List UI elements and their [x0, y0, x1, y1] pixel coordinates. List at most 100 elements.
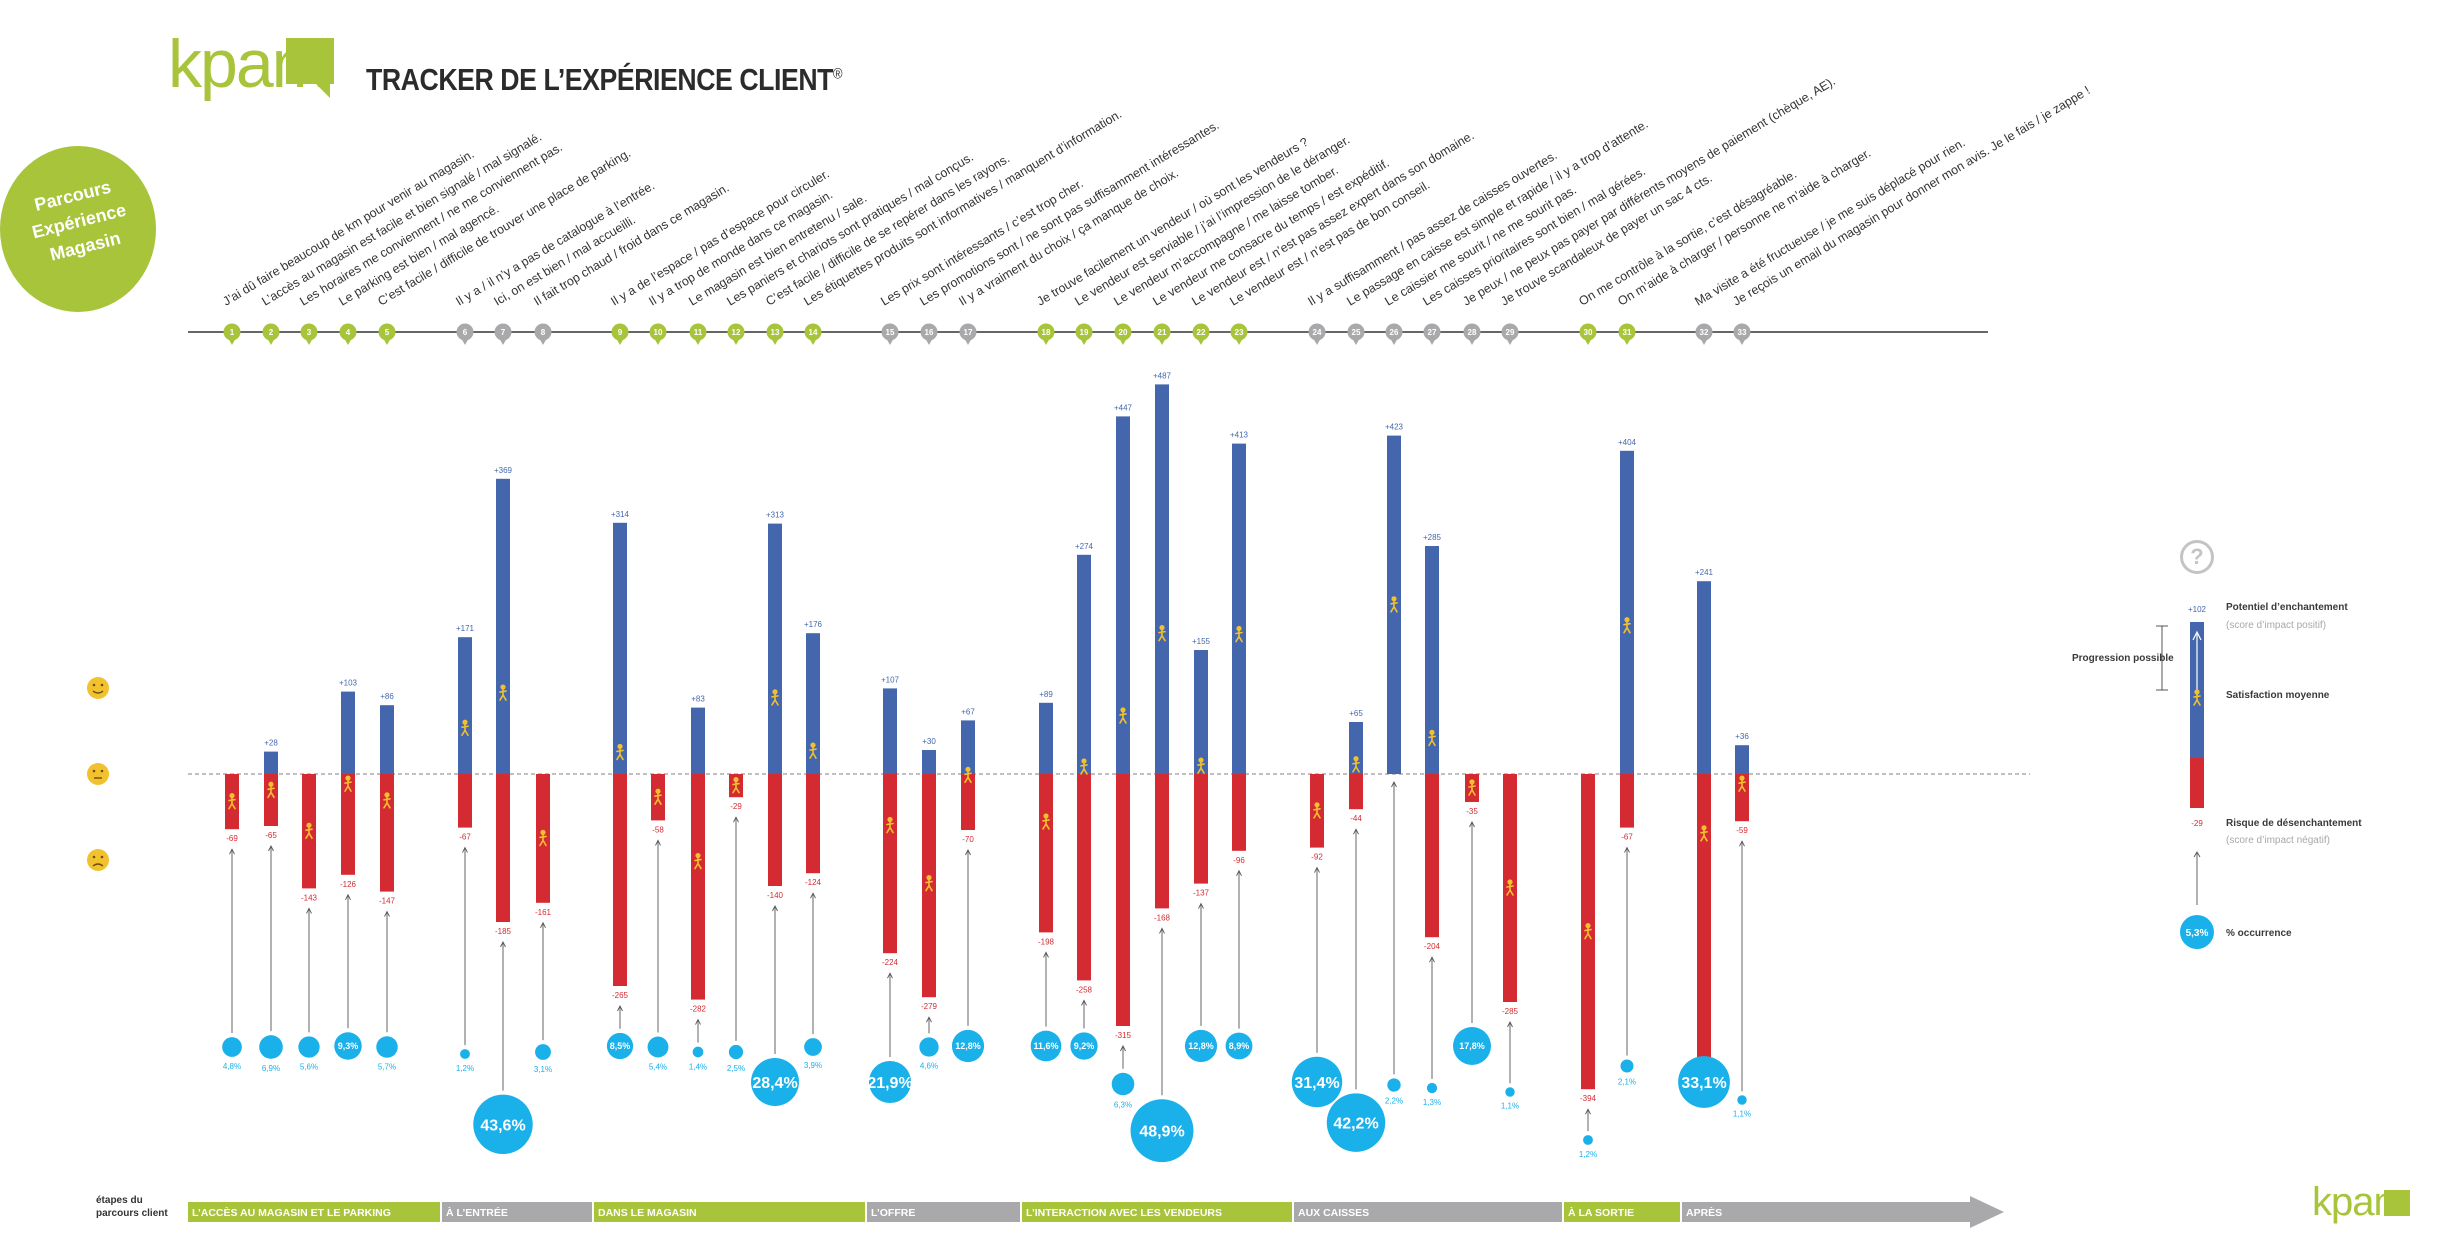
- occurrence-bubble: [460, 1049, 470, 1059]
- legend-potentiel-sub: (score d’impact positif): [2226, 620, 2327, 631]
- negative-bar: [458, 774, 472, 828]
- connector-arrowhead: [1353, 828, 1359, 835]
- timeline-pin-tip: [886, 338, 894, 345]
- satisfaction-marker-icon: [1042, 813, 1050, 830]
- positive-value-label: +369: [494, 466, 513, 475]
- negative-value-label: -394: [1580, 1094, 1597, 1103]
- timeline-pin-tip: [1428, 338, 1436, 345]
- negative-bar: [496, 774, 510, 922]
- connector-arrowhead: [1159, 927, 1165, 934]
- occurrence-bubble: [1620, 1059, 1634, 1073]
- legend-occurrence-value: 5,3%: [2186, 928, 2209, 939]
- timeline-pin-tip: [1080, 338, 1088, 345]
- stage-label: L’OFFRE: [871, 1207, 915, 1219]
- timeline-pin-tip: [1042, 338, 1050, 345]
- stage-segment: [867, 1202, 1020, 1222]
- satisfaction-marker-icon: [925, 874, 933, 892]
- connector-arrowhead: [1314, 866, 1320, 873]
- occurrence-value-label: 8,5%: [610, 1041, 631, 1051]
- occurrence-value-label: 9,3%: [338, 1041, 359, 1051]
- timeline-pin: [1463, 323, 1481, 341]
- positive-bar: [1039, 702, 1053, 774]
- help-icon[interactable]: ?: [2180, 540, 2214, 574]
- satisfaction-marker-icon: [886, 816, 894, 834]
- occurrence-bubble: [1030, 1030, 1062, 1062]
- timeline-pin-tip: [499, 338, 507, 345]
- negative-bar: [341, 774, 355, 875]
- connector-arrowhead: [1081, 999, 1087, 1006]
- positive-value-label: +89: [1039, 690, 1053, 699]
- positive-value-label: +107: [881, 675, 900, 684]
- occurrence-bubble: [298, 1036, 320, 1058]
- positive-value-label: +176: [804, 620, 823, 629]
- negative-value-label: -282: [690, 1005, 707, 1014]
- negative-value-label: -279: [921, 1002, 938, 1011]
- connector-arrowhead: [462, 846, 468, 853]
- positive-bar: [1349, 722, 1363, 774]
- occurrence-bubble: [751, 1058, 799, 1106]
- timeline-pin: [1153, 323, 1171, 341]
- satisfaction-marker-icon: [1738, 775, 1746, 792]
- occurrence-bubble: [222, 1037, 242, 1057]
- satisfaction-marker-icon: [499, 684, 507, 701]
- timeline-pin-number: 16: [925, 328, 934, 337]
- satisfaction-marker-icon: [732, 776, 740, 794]
- negative-bar: [1155, 774, 1169, 909]
- occurrence-bubble: [919, 1037, 939, 1057]
- occurrence-bubble: [1326, 1093, 1386, 1152]
- positive-value-label: +28: [264, 739, 278, 748]
- neutral-face-icon: [87, 763, 109, 785]
- timeline-pin-tip: [809, 338, 817, 345]
- occurrence-bubble: [1111, 1072, 1135, 1096]
- satisfaction-marker-icon: [1158, 625, 1166, 642]
- timeline-pin-tip: [1197, 338, 1205, 345]
- connector-arrowhead: [500, 940, 506, 948]
- occurrence-value-label: 1,4%: [689, 1062, 707, 1071]
- occurrence-value-label: 8,9%: [1229, 1041, 1250, 1051]
- occurrence-value-label: 4,8%: [223, 1062, 241, 1071]
- negative-bar: [691, 774, 705, 1000]
- timeline-pin: [920, 323, 938, 341]
- satisfaction-marker-icon: [771, 689, 779, 706]
- occurrence-bubble: [1737, 1095, 1747, 1105]
- satisfaction-marker-icon: [539, 829, 547, 847]
- negative-bar: [768, 774, 782, 886]
- stage-label: L’ACCÈS AU MAGASIN ET LE PARKING: [192, 1206, 391, 1219]
- timeline-pin-number: 32: [1700, 328, 1709, 337]
- negative-value-label: -140: [767, 891, 784, 900]
- legend-occ-arrowhead: [2193, 851, 2201, 858]
- occurrence-bubble: [951, 1029, 985, 1063]
- legend-occurrence: % occurrence: [2226, 928, 2292, 939]
- connector-arrowhead: [540, 921, 546, 929]
- negative-value-label: -124: [805, 878, 822, 887]
- connector-arrowhead: [655, 839, 661, 846]
- occurrence-bubble: [334, 1032, 362, 1060]
- timeline-pin: [959, 323, 977, 341]
- timeline-pin-tip: [267, 338, 275, 345]
- timeline-pin-number: 12: [732, 328, 741, 337]
- satisfaction-marker-icon: [1584, 922, 1592, 940]
- positive-bar: [883, 688, 897, 774]
- timeline-pin-number: 5: [385, 328, 390, 337]
- timeline-pin-number: 13: [771, 328, 780, 337]
- connector-arrowhead: [1624, 846, 1630, 853]
- occurrence-bubble: [1387, 1078, 1401, 1092]
- positive-bar: [341, 691, 355, 774]
- occurrence-bubble: [473, 1094, 533, 1155]
- negative-value-label: -224: [882, 958, 899, 967]
- positive-value-label: +423: [1385, 423, 1404, 432]
- negative-value-label: -198: [1038, 937, 1055, 946]
- positive-bar: [1077, 554, 1091, 774]
- stage-segment: [1294, 1202, 1562, 1222]
- connector-arrowhead: [1739, 840, 1745, 847]
- negative-value-label: -69: [226, 834, 238, 843]
- timeline-pin: [494, 323, 512, 341]
- satisfaction-marker-icon: [228, 792, 236, 810]
- negative-bar: [613, 774, 627, 986]
- timeline-pin-tip: [732, 338, 740, 345]
- timeline-pin: [1230, 323, 1248, 341]
- satisfaction-marker-icon: [1390, 596, 1398, 613]
- negative-value-label: -126: [340, 880, 357, 889]
- positive-value-label: +404: [1618, 438, 1637, 447]
- positive-value-label: +241: [1695, 568, 1714, 577]
